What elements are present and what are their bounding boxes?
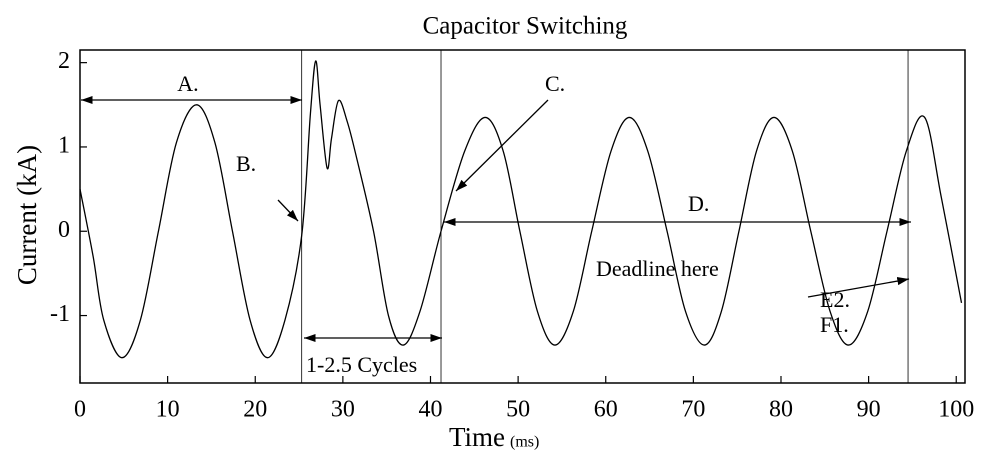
- y-tick-label: 0: [58, 217, 70, 243]
- x-tick-label: 100: [938, 397, 974, 423]
- x-tick-label: 90: [857, 397, 881, 423]
- x-tick-label: 20: [243, 397, 267, 423]
- annotation: Deadline here: [596, 256, 719, 281]
- x-tick-label: 60: [594, 397, 618, 423]
- y-tick-label: 2: [58, 48, 70, 74]
- annotation: D.: [688, 191, 709, 216]
- y-tick-label: 1: [58, 132, 70, 158]
- plot-frame: [79, 49, 966, 384]
- annotation: B.: [236, 151, 256, 176]
- annotation: F1.: [820, 312, 849, 337]
- y-axis-label: Current (kA): [12, 145, 42, 285]
- x-tick-label: 10: [156, 397, 180, 423]
- current-line: [79, 60, 963, 359]
- annotation: A.: [177, 71, 198, 96]
- annotation: E2.: [820, 287, 850, 312]
- arrow-b: [277, 199, 299, 222]
- chart-title: Capacitor Switching: [423, 13, 628, 40]
- x-axis-unit: (ms): [510, 434, 539, 451]
- y-tick-label: -1: [50, 301, 70, 327]
- x-tick-label: 80: [769, 397, 793, 423]
- x-tick-label: 30: [331, 397, 355, 423]
- annotation: C.: [545, 71, 565, 96]
- x-tick-label: 50: [506, 397, 530, 423]
- annotation: 1-2.5 Cycles: [306, 352, 417, 377]
- x-tick-label: 70: [681, 397, 705, 423]
- x-tick-label: 40: [418, 397, 442, 423]
- x-tick-label: 0: [74, 397, 86, 423]
- x-axis-label: Time: [449, 422, 505, 452]
